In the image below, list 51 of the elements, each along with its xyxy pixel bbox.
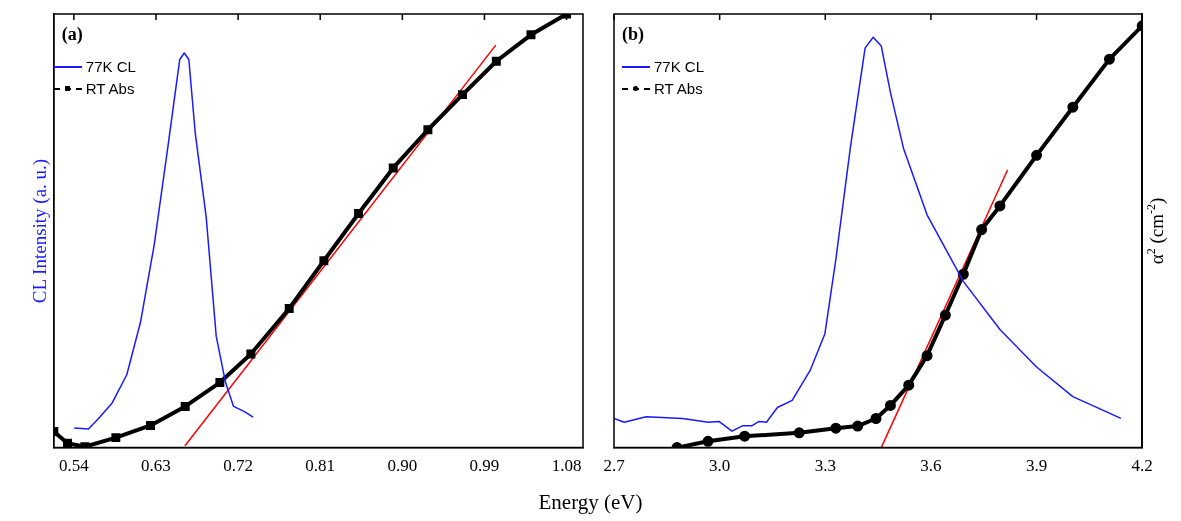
point — [830, 422, 842, 434]
x-tick-label: 3.9 — [1025, 456, 1048, 476]
point — [146, 421, 155, 430]
point — [319, 256, 329, 266]
x-tick-label: 2.7 — [603, 456, 626, 476]
x-tick-label: 0.63 — [141, 456, 171, 476]
x-tick-label: 3.0 — [709, 456, 731, 476]
x-tick-label: 3.6 — [920, 456, 942, 476]
point — [423, 125, 433, 135]
point — [1103, 53, 1115, 65]
point — [63, 438, 72, 448]
point — [939, 309, 951, 321]
point — [852, 420, 864, 432]
x-tick-label: 3.3 — [814, 456, 836, 476]
annotation: (a) — [61, 24, 83, 45]
point — [388, 163, 398, 173]
point — [246, 349, 256, 359]
point — [793, 427, 805, 439]
point — [884, 399, 896, 411]
legend-label: 77K CL — [85, 57, 136, 77]
point — [458, 90, 468, 100]
legend-label: 77K CL — [654, 57, 705, 77]
legend-label: RT Abs — [85, 79, 135, 99]
x-tick-label: 0.99 — [469, 456, 500, 476]
point — [994, 200, 1006, 212]
point — [1067, 101, 1079, 113]
point — [491, 56, 501, 66]
point — [702, 435, 714, 447]
point — [870, 413, 882, 424]
point — [354, 208, 364, 218]
point — [215, 378, 225, 388]
x-tick-label: 0.90 — [387, 456, 418, 476]
x-tick-label: 0.81 — [305, 456, 336, 476]
x-tick-label: 4.2 — [1131, 456, 1153, 476]
point — [111, 433, 121, 443]
point — [903, 379, 915, 391]
point — [976, 224, 988, 236]
point — [1031, 149, 1043, 161]
point — [180, 401, 190, 411]
annotation: (b) — [622, 24, 644, 45]
point — [526, 30, 536, 40]
point — [284, 303, 294, 313]
point — [921, 350, 933, 362]
x-tick-label: 1.08 — [551, 456, 582, 476]
x-tick-label: 0.54 — [59, 456, 90, 476]
point — [957, 268, 969, 280]
x-tick-label: 0.72 — [223, 456, 253, 476]
x-axis-title: Energy (eV) — [537, 490, 644, 515]
y-axis-title: CL Intensity (a. u.) — [28, 158, 51, 303]
point — [739, 430, 751, 442]
legend-label: RT Abs — [654, 79, 703, 99]
